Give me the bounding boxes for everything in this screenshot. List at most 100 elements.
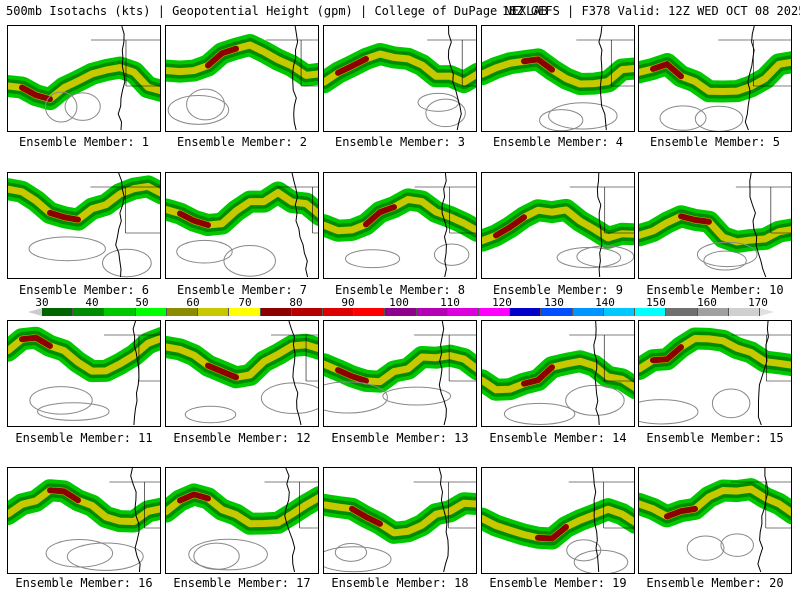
coastline xyxy=(744,26,755,131)
scale-tick-label: 60 xyxy=(186,296,200,309)
jet-band-inner xyxy=(166,41,318,79)
isotach-map xyxy=(166,321,318,426)
political-borders xyxy=(414,186,476,234)
ensemble-member-label: Ensemble Member: 16 xyxy=(15,576,153,590)
political-borders xyxy=(718,39,791,87)
jet-core xyxy=(205,362,239,381)
ensemble-map-panel xyxy=(481,320,635,427)
scale-tick-label: 150 xyxy=(646,296,666,309)
scale-swatch xyxy=(354,308,386,316)
scale-left-arrow xyxy=(28,308,42,316)
political-borders xyxy=(277,186,318,234)
political-borders xyxy=(264,481,318,529)
ensemble-map-panel xyxy=(638,467,792,574)
jet-core xyxy=(47,487,81,504)
height-contour xyxy=(45,539,114,568)
coastline xyxy=(592,468,600,573)
ensemble-member-label: Ensemble Member: 9 xyxy=(492,283,624,297)
scale-swatch xyxy=(447,308,480,316)
scale-swatch xyxy=(42,308,74,316)
isotach-map xyxy=(324,173,476,278)
height-contour xyxy=(686,535,725,561)
political-borders xyxy=(730,481,791,529)
jet-band-inner xyxy=(482,357,634,394)
political-borders xyxy=(731,334,791,382)
height-contour xyxy=(573,549,629,573)
height-contour xyxy=(176,239,233,264)
scale-swatch xyxy=(322,308,355,316)
jet-core xyxy=(19,334,53,349)
ensemble-member-label: Ensemble Member: 15 xyxy=(646,431,784,445)
height-contour xyxy=(556,247,622,269)
scale-swatch xyxy=(603,308,636,316)
isotach-map xyxy=(324,321,476,426)
jet-core xyxy=(205,45,239,69)
scale-tick-label: 50 xyxy=(135,296,149,309)
jet-band-inner xyxy=(482,55,634,88)
height-contour xyxy=(417,92,460,112)
ensemble-map-panel xyxy=(7,172,161,279)
height-contour xyxy=(639,399,699,425)
ensemble-map-panel xyxy=(638,320,792,427)
scale-swatch xyxy=(198,308,230,316)
coastline xyxy=(284,468,296,573)
jet-core xyxy=(335,367,369,384)
scale-tick-label: 40 xyxy=(85,296,99,309)
coastline xyxy=(115,173,125,278)
isotach-map xyxy=(639,26,791,131)
jet-core xyxy=(678,213,712,225)
coastline xyxy=(749,173,767,278)
height-contour xyxy=(28,236,106,262)
isotach-map xyxy=(482,321,634,426)
isotach-map xyxy=(482,468,634,573)
ensemble-member-label: Ensemble Member: 4 xyxy=(492,135,624,149)
jet-core xyxy=(177,491,211,504)
isotach-map xyxy=(324,26,476,131)
height-contour xyxy=(548,102,618,130)
scale-swatch xyxy=(104,308,136,316)
ensemble-map-panel xyxy=(481,172,635,279)
isotach-map xyxy=(8,173,160,278)
height-contour xyxy=(344,249,401,269)
ensemble-member-label: Ensemble Member: 3 xyxy=(334,135,466,149)
ensemble-member-label: Ensemble Member: 11 xyxy=(15,431,153,445)
ensemble-member-label: Ensemble Member: 14 xyxy=(489,431,627,445)
height-contour xyxy=(324,381,388,414)
jet-core xyxy=(349,505,383,527)
scale-swatch xyxy=(510,308,542,316)
height-contour xyxy=(66,542,144,571)
ensemble-map-panel xyxy=(638,172,792,279)
height-contour xyxy=(576,245,634,268)
scale-swatch xyxy=(385,308,417,316)
ensemble-map-panel xyxy=(165,172,319,279)
scale-swatch xyxy=(697,308,729,316)
isotach-map xyxy=(8,468,160,573)
political-borders xyxy=(569,186,634,234)
political-borders xyxy=(568,481,634,529)
scale-swatch xyxy=(135,308,167,316)
ensemble-map-panel xyxy=(323,172,477,279)
jet-core xyxy=(535,524,569,542)
scale-tick-label: 130 xyxy=(544,296,564,309)
scale-swatch xyxy=(572,308,604,316)
height-contour xyxy=(433,243,470,266)
scale-swatch xyxy=(541,308,573,316)
height-contour xyxy=(711,388,751,419)
height-contour xyxy=(37,402,110,421)
jet-core xyxy=(177,210,211,229)
height-contour xyxy=(539,109,584,131)
isotach-map xyxy=(482,26,634,131)
scale-swatch xyxy=(728,308,760,316)
ensemble-map-panel xyxy=(481,467,635,574)
scale-tick-label: 100 xyxy=(389,296,409,309)
ensemble-map-panel xyxy=(7,320,161,427)
ensemble-map-panel xyxy=(481,25,635,132)
coastline xyxy=(438,468,449,573)
jet-band-inner xyxy=(639,212,791,246)
ensemble-map-panel xyxy=(323,320,477,427)
coastline xyxy=(441,173,448,278)
political-borders xyxy=(735,186,791,234)
ensemble-member-label: Ensemble Member: 7 xyxy=(176,283,308,297)
ensemble-map-panel xyxy=(7,467,161,574)
ensemble-member-label: Ensemble Member: 12 xyxy=(173,431,311,445)
